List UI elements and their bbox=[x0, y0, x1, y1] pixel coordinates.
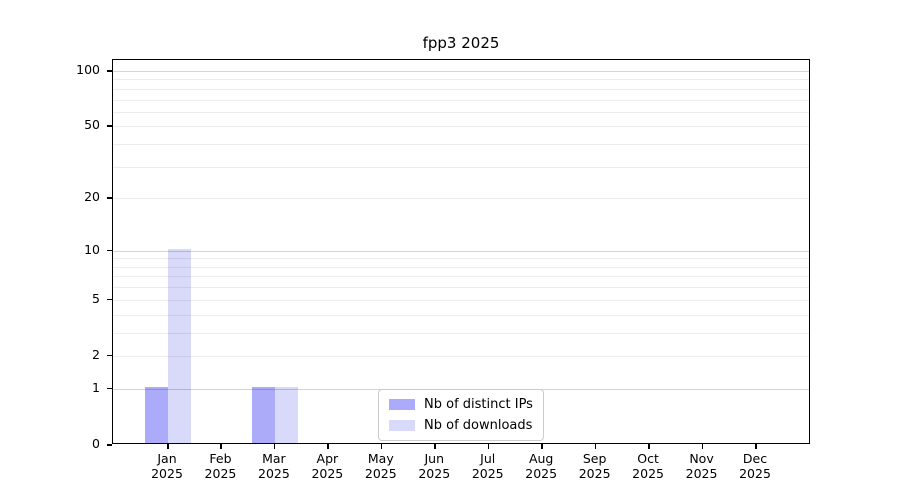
x-tick-mark bbox=[648, 444, 650, 449]
gridline-major bbox=[113, 250, 809, 252]
y-tick-mark bbox=[107, 298, 112, 301]
legend-label: Nb of distinct IPs bbox=[424, 397, 533, 412]
x-tick-month: Nov bbox=[689, 451, 714, 466]
gridline-minor bbox=[113, 99, 809, 101]
gridline-minor bbox=[113, 111, 809, 113]
bar-nb-of-downloads-jan bbox=[168, 248, 191, 443]
gridline-minor bbox=[113, 198, 809, 200]
x-tick-mark bbox=[167, 444, 169, 449]
y-tick-label: 100 bbox=[76, 62, 100, 77]
x-tick-mark bbox=[327, 444, 329, 449]
y-tick-mark bbox=[107, 249, 112, 252]
x-tick-month: May bbox=[367, 451, 394, 466]
x-tick-month: Apr bbox=[316, 451, 339, 466]
x-tick-year: 2025 bbox=[364, 466, 397, 481]
x-tick-year: 2025 bbox=[739, 466, 771, 481]
y-tick-label: 1 bbox=[92, 379, 100, 395]
gridline-minor bbox=[113, 332, 809, 334]
gridline-minor bbox=[113, 79, 809, 81]
gridline-major bbox=[113, 71, 809, 72]
x-tick-label: Nov 2025 bbox=[670, 451, 734, 481]
x-tick-year: 2025 bbox=[258, 466, 290, 481]
x-tick-month: Feb bbox=[209, 451, 232, 466]
x-tick-month: Oct bbox=[637, 451, 659, 466]
x-tick-mark bbox=[541, 444, 543, 449]
gridline-minor bbox=[113, 126, 809, 128]
x-tick-mark bbox=[273, 444, 276, 449]
gridline-minor bbox=[113, 266, 809, 268]
x-tick-label: Aug 2025 bbox=[509, 451, 573, 481]
legend-entry: Nb of downloads bbox=[389, 418, 533, 433]
legend-entry: Nb of distinct IPs bbox=[389, 397, 533, 412]
x-tick-label: Jul 2025 bbox=[456, 451, 520, 481]
y-tick-mark bbox=[107, 444, 112, 446]
x-tick-label: Mar 2025 bbox=[242, 451, 306, 481]
y-tick-mark bbox=[107, 70, 112, 72]
x-tick-mark bbox=[434, 444, 436, 449]
x-tick-label: Jan 2025 bbox=[135, 451, 199, 481]
x-tick-month: Dec bbox=[742, 451, 768, 466]
plot-area: Nb of distinct IPs Nb of downloads bbox=[112, 59, 810, 444]
x-tick-year: 2025 bbox=[204, 466, 237, 481]
x-tick-month: Jul bbox=[480, 451, 496, 466]
gridline-minor bbox=[113, 258, 809, 260]
x-tick-year: 2025 bbox=[418, 466, 451, 481]
x-tick-year: 2025 bbox=[311, 466, 344, 481]
legend: Nb of distinct IPs Nb of downloads bbox=[378, 389, 544, 441]
gridline-minor bbox=[113, 166, 809, 168]
gridline-minor bbox=[113, 88, 809, 90]
legend-label: Nb of downloads bbox=[424, 418, 533, 433]
x-tick-mark bbox=[701, 444, 704, 449]
x-tick-month: Mar bbox=[262, 451, 286, 466]
x-tick-month: Jun bbox=[424, 451, 445, 466]
gridline-minor bbox=[113, 287, 809, 289]
x-tick-mark bbox=[755, 444, 757, 449]
x-tick-year: 2025 bbox=[685, 466, 718, 481]
gridline-minor bbox=[113, 144, 809, 146]
x-tick-year: 2025 bbox=[151, 466, 183, 481]
gridline-minor bbox=[113, 276, 809, 278]
x-tick-label: Jun 2025 bbox=[402, 451, 466, 481]
x-tick-month: Jan bbox=[157, 451, 177, 466]
y-tick-label: 50 bbox=[84, 117, 100, 133]
x-tick-month: Aug bbox=[528, 451, 554, 466]
x-tick-year: 2025 bbox=[525, 466, 558, 481]
y-tick-mark bbox=[107, 197, 112, 199]
x-tick-label: Feb 2025 bbox=[188, 451, 252, 481]
y-tick-mark bbox=[107, 125, 112, 127]
x-tick-year: 2025 bbox=[471, 466, 504, 481]
bar-nb-of-downloads-mar bbox=[274, 386, 298, 443]
y-tick-label: 0 bbox=[92, 436, 100, 451]
x-tick-label: Sep 2025 bbox=[563, 451, 627, 481]
chart-title: fpp3 2025 bbox=[422, 34, 500, 52]
y-tick-label: 2 bbox=[92, 346, 100, 362]
y-tick-label: 20 bbox=[84, 189, 100, 205]
y-tick-label: 10 bbox=[84, 241, 100, 257]
gridline-minor bbox=[113, 314, 809, 316]
legend-swatch-icon bbox=[389, 420, 415, 431]
x-tick-label: May 2025 bbox=[349, 451, 413, 481]
x-tick-mark bbox=[220, 444, 222, 449]
bar-nb-of-distinct-ips-jan bbox=[145, 386, 168, 443]
x-tick-year: 2025 bbox=[632, 466, 664, 481]
x-tick-year: 2025 bbox=[578, 466, 611, 481]
x-tick-label: Dec 2025 bbox=[723, 451, 787, 481]
y-tick-mark bbox=[107, 354, 112, 357]
x-tick-month: Sep bbox=[582, 451, 607, 466]
bar-nb-of-distinct-ips-mar bbox=[251, 386, 275, 443]
x-tick-label: Apr 2025 bbox=[295, 451, 359, 481]
gridline-minor bbox=[113, 355, 809, 357]
x-tick-mark bbox=[594, 444, 597, 449]
y-tick-label: 5 bbox=[92, 290, 100, 306]
gridline-minor bbox=[113, 299, 809, 301]
y-tick-mark bbox=[107, 387, 112, 390]
x-tick-mark bbox=[487, 444, 490, 449]
legend-swatch-icon bbox=[389, 399, 415, 410]
x-tick-mark bbox=[380, 444, 383, 449]
x-tick-label: Oct 2025 bbox=[616, 451, 680, 481]
